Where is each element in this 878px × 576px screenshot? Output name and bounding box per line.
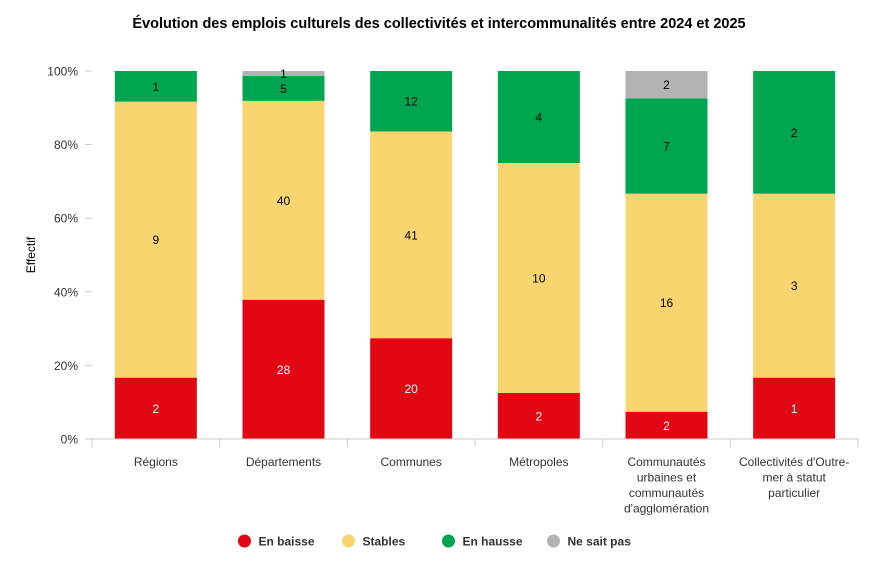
y-tick-label: 100% [47, 65, 78, 79]
data-label: 20 [404, 382, 418, 396]
legend-marker [238, 534, 251, 548]
data-label: 9 [152, 233, 159, 247]
legend-marker [547, 534, 560, 548]
bar-segment-stables [497, 163, 580, 393]
data-label: 2 [663, 78, 670, 92]
y-tick-label: 80% [54, 138, 78, 152]
x-tick-label: Départements [246, 455, 321, 469]
data-label: 1 [280, 67, 287, 81]
y-tick-label: 40% [54, 285, 78, 299]
legend-label: Ne sait pas [568, 535, 632, 549]
bar-segment-en-hausse [625, 98, 708, 194]
data-label: 28 [277, 363, 291, 377]
bar-segment-en-baisse [625, 411, 708, 439]
bar-segment-en-baisse [242, 299, 325, 439]
legend-marker [442, 534, 455, 548]
bar-group-departements: 28 40 51 [242, 67, 325, 439]
legend-marker [342, 534, 355, 548]
bar-segment-stables [114, 101, 197, 378]
bar-segment-en-hausse [370, 71, 453, 132]
legend-item-en-hausse: En hausse [442, 534, 523, 549]
bar-segment-en-baisse [753, 377, 836, 439]
bar-group-regions: 2 9 1 [114, 71, 197, 439]
y-axis-label: Effectif [24, 236, 38, 273]
bar-segment-ne-sait-pas [625, 71, 708, 99]
data-label: 1 [791, 402, 798, 416]
legend-item-en-baisse: En baisse [238, 534, 315, 549]
data-label: 3 [791, 279, 798, 293]
y-tick-label: 0% [61, 433, 79, 447]
legend-label: Stables [363, 535, 406, 549]
data-label: 7 [663, 139, 670, 153]
data-label: 2 [535, 410, 542, 424]
legend-label: En baisse [259, 535, 315, 549]
legend-item-ne-sait-pas: Ne sait pas [547, 534, 632, 549]
x-tick-label: Métropoles [509, 455, 568, 469]
data-label: 1 [152, 80, 159, 94]
y-tick-label: 60% [54, 212, 78, 226]
data-label: 40 [277, 194, 291, 208]
bar-segment-en-hausse [114, 71, 197, 102]
legend: En baisse Stables En hausse Ne sait pas [238, 534, 632, 549]
bar-group-communautes-urbaines-et-communautes-d-agglomeration: 2 16 7 2 [625, 71, 708, 439]
bar-group-collectivites-d-outre-mer-a-statut-particulier: 1 3 2 [753, 71, 836, 439]
data-label: 41 [404, 228, 418, 242]
bar-segment-en-hausse [497, 71, 580, 163]
bar-group-communes: 20 41 12 [370, 71, 453, 439]
bar-segment-stables [753, 193, 836, 378]
data-label: 2 [152, 402, 159, 416]
data-label: 16 [660, 296, 674, 310]
data-label: 12 [404, 95, 418, 109]
bar-segment-en-hausse [753, 71, 836, 194]
x-tick-label: Communautés urbaines et communautés d'agglo… [624, 455, 709, 516]
bar-segment-en-hausse [242, 75, 325, 101]
data-label: 5 [280, 82, 287, 96]
x-tick-label: Communes [380, 455, 441, 469]
bar-group-metropoles: 2 10 4 [497, 71, 580, 439]
y-tick-label: 20% [54, 359, 78, 373]
bar-segment-stables [625, 193, 708, 412]
y-axis: 0% 20% 40% 60% 80% 100% [47, 65, 92, 447]
bar-segment-stables [242, 100, 325, 300]
bar-segment-en-baisse [497, 393, 580, 439]
chart-title: Évolution des emplois culturels des coll… [132, 15, 745, 32]
x-tick-label: Régions [134, 455, 178, 469]
data-label: 2 [791, 126, 798, 140]
x-tick-label: Collectivités d'Outre-mer à statut partic… [739, 455, 849, 500]
legend-item-stables: Stables [342, 534, 406, 549]
legend-label: En hausse [463, 535, 523, 549]
x-axis: Régions Départements Communes Métropoles Com… [91, 438, 859, 516]
bar-segment-en-baisse [370, 338, 453, 439]
data-label: 4 [535, 111, 542, 125]
bar-segment-ne-sait-pas [242, 71, 325, 76]
bar-segment-en-baisse [114, 377, 197, 439]
data-label: 2 [663, 419, 670, 433]
bar-segment-stables [370, 131, 453, 339]
data-label: 10 [532, 272, 546, 286]
